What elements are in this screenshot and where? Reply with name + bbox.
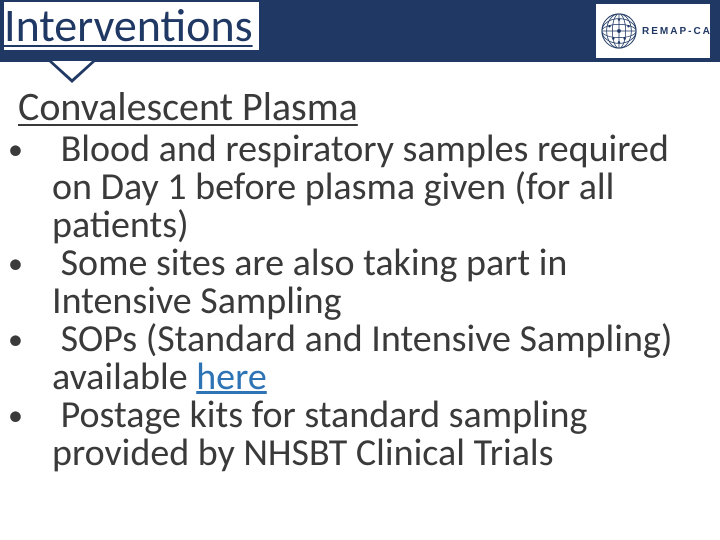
logo-text: REMAP-CAP: [642, 26, 720, 37]
body-content: Convalescent Plasma Blood and respirator…: [18, 86, 702, 472]
page-title: Interventions: [4, 2, 259, 50]
bullet-text: Some sites are also taking part in Inten…: [52, 240, 567, 324]
bullet-list: Blood and respiratory samples required o…: [18, 130, 702, 472]
globe-icon: [600, 12, 638, 50]
section-heading: Convalescent Plasma: [18, 86, 702, 128]
bullet-text: Postage kits for standard sampling provi…: [52, 392, 587, 476]
title-notch: [52, 61, 92, 79]
bullet-text: SOPs (Standard and Intensive Sampling) a…: [52, 316, 672, 400]
list-item: Some sites are also taking part in Inten…: [18, 244, 702, 320]
slide: Interventions REMAP-CAP Convalescen: [0, 0, 720, 540]
logo: REMAP-CAP: [596, 4, 710, 58]
list-item: Postage kits for standard sampling provi…: [18, 396, 702, 472]
list-item: Blood and respiratory samples required o…: [18, 130, 702, 244]
bullet-text: Blood and respiratory samples required o…: [52, 126, 669, 248]
list-item: SOPs (Standard and Intensive Sampling) a…: [18, 320, 702, 396]
